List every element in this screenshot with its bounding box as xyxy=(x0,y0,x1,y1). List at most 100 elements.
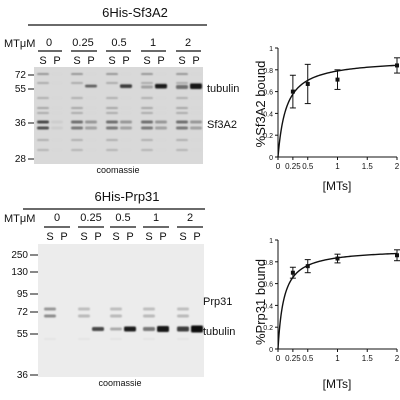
y-tick-label: 0.6 xyxy=(263,282,273,289)
gel-band xyxy=(141,73,153,75)
gel-band xyxy=(78,314,90,318)
band-label-prp31: Prp31 xyxy=(203,296,232,308)
gel-band xyxy=(37,112,49,114)
gel-panel-prp31: 6His-Prp31 MTμM 0 0.25 0.5 1 2 S P S P S… xyxy=(4,189,235,388)
gel-band xyxy=(37,126,49,130)
gel-band xyxy=(120,107,132,109)
gel-band xyxy=(51,139,63,141)
gel-band xyxy=(106,120,118,124)
lane-p: P xyxy=(87,55,94,67)
concentration-label: MTμM xyxy=(4,38,35,50)
lane-p: P xyxy=(122,55,129,67)
gel-band xyxy=(106,149,118,151)
gel-band xyxy=(51,97,63,99)
gel-band xyxy=(190,107,202,109)
gel-band xyxy=(110,338,122,340)
gel-band xyxy=(106,139,118,141)
x-tick-label: 1.5 xyxy=(362,354,374,363)
gel-band xyxy=(155,83,167,89)
y-tick-label: 0.4 xyxy=(263,303,273,310)
concentration-1: 1 xyxy=(153,212,159,224)
gel-band xyxy=(177,326,189,332)
gel-band xyxy=(190,139,202,141)
gel-band xyxy=(51,120,63,124)
gel-band xyxy=(71,73,83,75)
y-tick-label: 1 xyxy=(269,46,273,53)
gel-band xyxy=(176,85,188,89)
y-tick-label: 0.4 xyxy=(263,111,273,118)
gel-band xyxy=(176,139,188,141)
marker-250: 250 xyxy=(11,250,28,261)
gel-band xyxy=(110,327,122,331)
x-tick-label: 0 xyxy=(276,162,281,171)
band-label-sf3a2: Sf3A2 xyxy=(207,119,237,131)
x-tick-label: 0.5 xyxy=(302,354,314,363)
gel-band xyxy=(106,82,118,84)
concentration-row: 0 0.25 0.5 1 2 xyxy=(54,212,193,224)
gel-band xyxy=(85,84,97,88)
gel-band xyxy=(71,126,83,130)
gel-band xyxy=(120,149,132,151)
concentration-2: 2 xyxy=(187,212,193,224)
y-tick-label: 0.2 xyxy=(263,133,273,140)
gel-band xyxy=(155,120,167,124)
gel-band xyxy=(37,139,49,141)
gel-band xyxy=(37,120,49,124)
gel-band xyxy=(190,149,202,151)
concentration-2: 2 xyxy=(185,37,191,49)
y-tick-label: 0.2 xyxy=(263,325,273,332)
marker-130: 130 xyxy=(11,267,28,278)
lane-p: P xyxy=(53,55,60,67)
gel-band xyxy=(190,120,202,124)
marker-28: 28 xyxy=(15,154,27,165)
x-axis-label: [MTs] xyxy=(323,377,352,391)
x-tick-label: 1 xyxy=(335,354,340,363)
concentration-0.25: 0.25 xyxy=(72,37,93,49)
concentration-0: 0 xyxy=(46,37,52,49)
lane-s: S xyxy=(143,55,150,67)
gel-band xyxy=(190,97,202,99)
gel-band xyxy=(51,107,63,109)
gel-band xyxy=(92,327,104,331)
gel-bands xyxy=(37,73,202,151)
lane-p: P xyxy=(192,55,199,67)
gel-band xyxy=(143,338,155,340)
gel-band xyxy=(85,120,97,124)
gel-band xyxy=(85,139,97,141)
gel-bands xyxy=(44,307,203,340)
gel-band xyxy=(37,73,49,75)
lane-p: P xyxy=(126,231,133,243)
stain-label: coomassie xyxy=(96,165,139,175)
lane-s: S xyxy=(145,231,152,243)
x-tick-label: 0.25 xyxy=(285,354,301,363)
gel-band xyxy=(143,307,155,311)
gel-band xyxy=(176,120,188,124)
gel-band xyxy=(155,107,167,109)
binding-chart-sf3a2: %Sf3A2 bound [MTs] 0 0.2 0.4 0.6 0.8 1 0 0.25 0.… xyxy=(253,46,400,193)
gel-band xyxy=(143,327,155,331)
gel-band xyxy=(85,112,97,114)
gel-band xyxy=(141,112,153,114)
fit-curve xyxy=(277,252,398,350)
gel-band xyxy=(110,307,122,311)
y-tick-label: 0.8 xyxy=(263,68,273,75)
gel-band xyxy=(177,338,189,340)
gel-band xyxy=(141,139,153,141)
data-point xyxy=(395,253,399,258)
gel-band xyxy=(141,149,153,151)
panel-title: 6His-Prp31 xyxy=(94,189,159,204)
x-tick-label: 0.25 xyxy=(285,162,301,171)
gel-band xyxy=(120,84,132,88)
lane-s: S xyxy=(178,55,185,67)
gel-band xyxy=(120,73,132,75)
data-point xyxy=(335,256,340,261)
concentration-1: 1 xyxy=(150,37,156,49)
mw-markers: 72 55 36 28 xyxy=(15,70,27,165)
lane-p: P xyxy=(159,231,166,243)
stain-label: coomassie xyxy=(98,378,141,388)
gel-band xyxy=(106,126,118,130)
gel-band xyxy=(141,85,153,89)
x-tick-label: 1.5 xyxy=(362,162,374,171)
data-point xyxy=(290,89,295,94)
mw-ticks xyxy=(28,74,34,160)
